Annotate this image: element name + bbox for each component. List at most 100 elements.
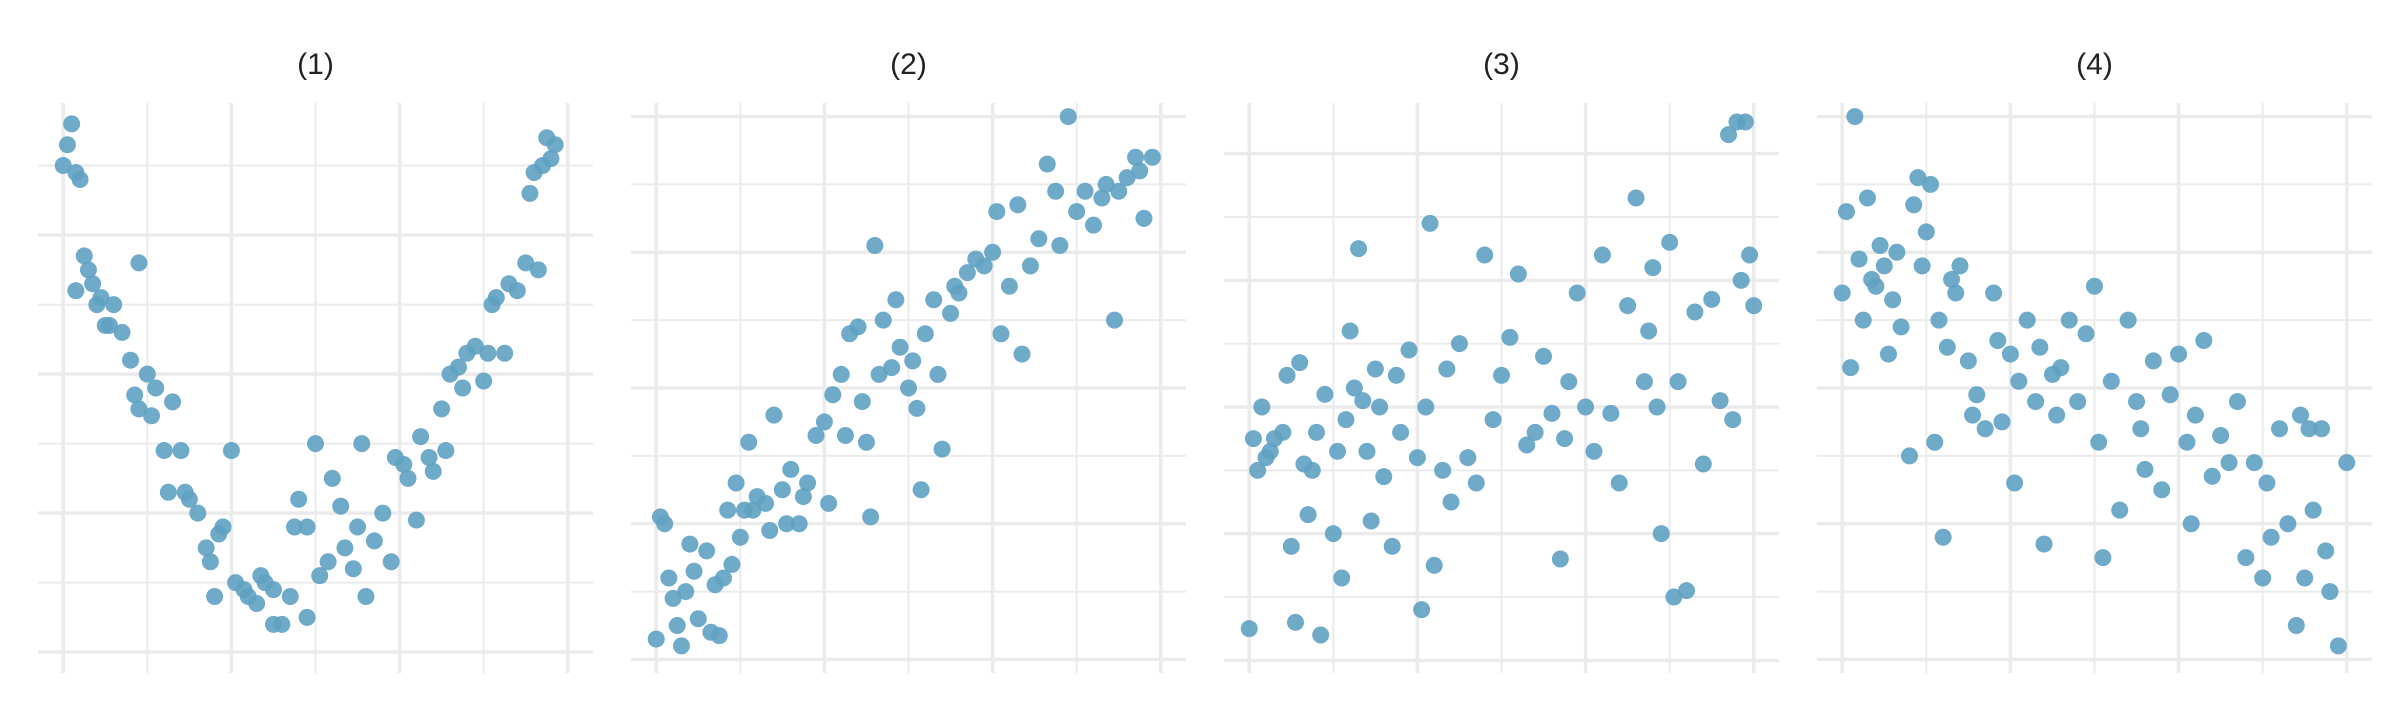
scatter-point — [1127, 148, 1145, 166]
scatter-point — [2086, 277, 2103, 295]
scatter-point — [2228, 393, 2246, 411]
scatter-point — [1871, 237, 1889, 254]
scatter-point — [1059, 108, 1077, 126]
scatter-point — [1959, 352, 1977, 370]
scatter-point — [1282, 537, 1300, 555]
scatter-point — [122, 351, 139, 369]
scatter-point — [916, 325, 934, 343]
scatter-point — [2010, 372, 2028, 390]
scatter-point — [2027, 393, 2045, 411]
scatter-point — [1627, 189, 1645, 207]
scatter-point — [2128, 393, 2146, 411]
scatter-point — [1009, 196, 1027, 214]
scatter-point — [2313, 420, 2331, 438]
scatter-point — [332, 497, 350, 515]
scatter-point — [1467, 474, 1485, 492]
scatter-point — [1951, 257, 1969, 275]
scatter-point — [1985, 284, 2003, 302]
scatter-point — [307, 435, 324, 453]
scatter-point — [336, 539, 354, 557]
scatter-point — [1648, 398, 1666, 416]
scatter-point — [1345, 379, 1363, 397]
scatter-point — [71, 170, 89, 188]
scatter-point — [1387, 366, 1405, 384]
scatter-point — [744, 501, 762, 519]
scatter-point — [710, 627, 728, 645]
scatter-point — [2254, 569, 2272, 587]
scatter-point — [2052, 359, 2070, 377]
scatter-point — [1635, 373, 1653, 391]
scatter-point — [2271, 420, 2288, 438]
scatter-point — [113, 323, 131, 341]
scatter-point — [2031, 338, 2049, 356]
scatter-point — [319, 553, 337, 571]
scatter-point — [2018, 311, 2036, 329]
scatter-point — [1333, 569, 1351, 587]
scatter-point — [668, 617, 686, 634]
scatter-point — [542, 150, 560, 168]
scatter-point — [323, 469, 341, 487]
scatter-point — [1930, 311, 1948, 329]
scatter-point — [757, 494, 775, 512]
scatter-point — [912, 481, 930, 499]
scatter-point — [273, 615, 291, 633]
scatter-point — [420, 449, 438, 467]
scatter-point — [1278, 366, 1296, 384]
scatter-point — [1745, 297, 1763, 315]
scatter-point — [1493, 366, 1510, 384]
scatter-point — [1858, 189, 1876, 207]
scatter-point — [942, 304, 960, 322]
scatter-point — [382, 553, 400, 571]
scatter-point — [2258, 474, 2276, 492]
scatter-point — [1669, 373, 1687, 391]
scatter-point — [189, 504, 207, 522]
scatter-point — [75, 247, 93, 265]
scatter-point — [349, 518, 367, 536]
scatter-point — [1888, 243, 1906, 261]
scatter-point — [214, 518, 232, 536]
scatter-point — [1434, 461, 1452, 479]
scatter-point — [1000, 277, 1018, 295]
scatter-point — [1021, 257, 1039, 275]
scatter-point — [2132, 420, 2150, 438]
scatter-point — [1875, 257, 1893, 275]
scatter-point — [1366, 360, 1384, 378]
scatter-point — [677, 583, 695, 601]
scatter-point — [1413, 601, 1431, 619]
scatter-point — [870, 365, 888, 383]
scatter-point — [298, 518, 316, 536]
scatter-point — [1329, 442, 1347, 460]
scatter-point — [517, 254, 535, 272]
scatter-point — [1665, 588, 1683, 606]
scatter-point — [1354, 392, 1372, 410]
scatter-point — [1947, 284, 1965, 302]
scatter-point — [437, 442, 455, 460]
scatter-point — [1909, 169, 1927, 187]
scatter-point — [138, 365, 156, 383]
scatter-point — [424, 462, 442, 480]
scatter-point — [1097, 175, 1115, 193]
scatter-point — [778, 515, 796, 533]
scatter-point — [281, 588, 299, 606]
scatter-point — [1316, 385, 1334, 403]
scatter-point — [84, 275, 102, 293]
scatter-point — [1922, 175, 1940, 193]
scatter-point — [1442, 493, 1460, 511]
scatter-point — [1030, 230, 1048, 248]
scatter-point — [143, 407, 161, 425]
scatter-point — [475, 372, 493, 390]
scatter-point — [1938, 338, 1956, 356]
scatter-point — [79, 261, 97, 279]
scatter-point — [862, 508, 880, 526]
scatter-point — [853, 393, 871, 411]
scatter-point — [365, 532, 383, 550]
scatter-point — [2178, 433, 2196, 451]
scatter-point — [2262, 528, 2280, 546]
scatter-point — [685, 562, 703, 580]
scatter-point — [719, 501, 737, 519]
scatter-point — [904, 352, 922, 370]
scatter-point — [1602, 404, 1620, 422]
scatter-point — [2060, 311, 2078, 329]
scatter-point — [933, 440, 951, 458]
scatter-point — [698, 542, 716, 560]
